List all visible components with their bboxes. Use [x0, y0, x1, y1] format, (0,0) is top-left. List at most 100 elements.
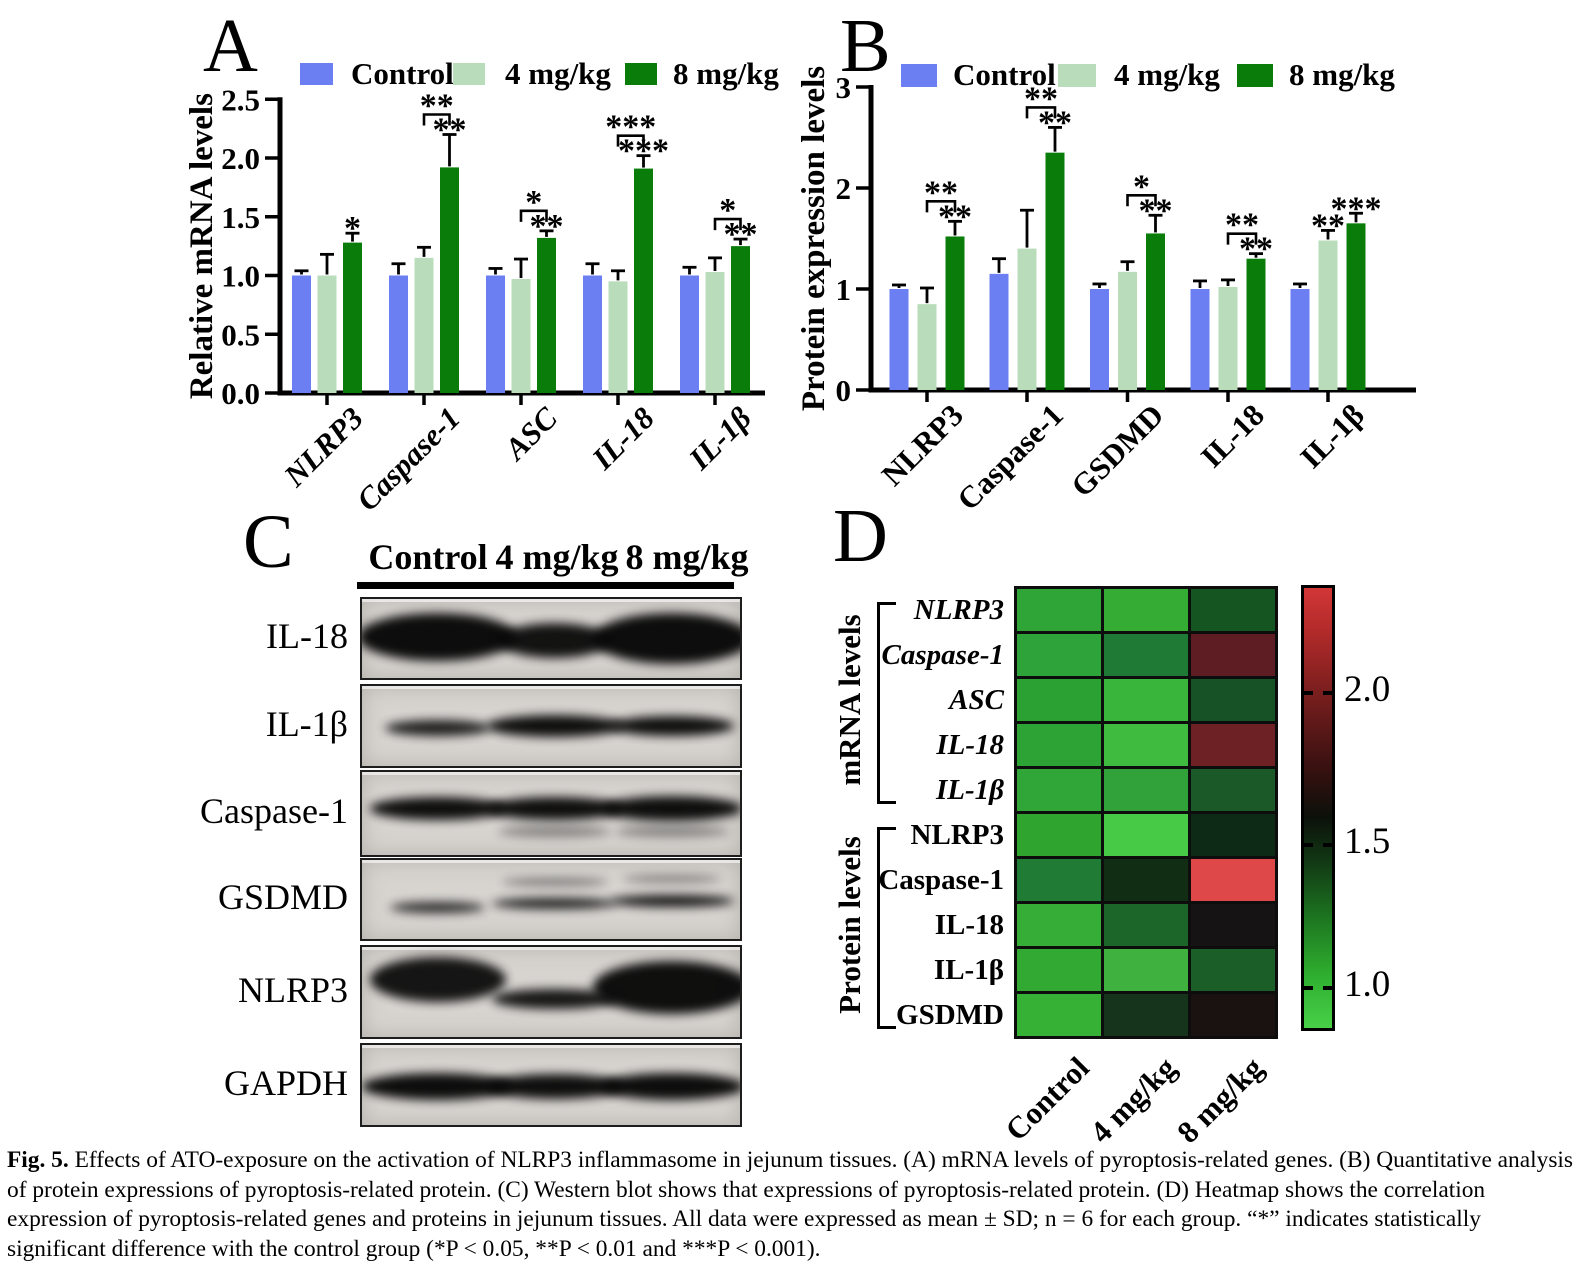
- heatmap-cell-r8-c1: [1104, 949, 1188, 991]
- blot-strip-Caspase-1: [360, 770, 742, 857]
- bar-4 mg/kg: [317, 275, 337, 393]
- y-tick-label: 3: [836, 70, 852, 105]
- x-category-label: IL-1β: [681, 400, 758, 477]
- heatmap-cell-r4-c0: [1017, 769, 1101, 811]
- caption-figure-number: Fig. 5.: [7, 1147, 69, 1173]
- blot-band: [369, 797, 506, 820]
- bar-8 mg/kg: [731, 246, 750, 393]
- bar-4 mg/kg: [917, 304, 937, 390]
- heatmap-cell-r4-c2: [1191, 769, 1275, 811]
- blot-band: [622, 875, 722, 883]
- blot-band: [384, 719, 491, 736]
- bar-8 mg/kg: [634, 168, 653, 393]
- bar-4 mg/kg: [511, 279, 531, 393]
- bar-8 mg/kg: [945, 236, 965, 390]
- mrna-group-bracket: [877, 602, 896, 804]
- protein-levels-group-label: Protein levels: [832, 836, 867, 1014]
- blot-band: [492, 989, 618, 1010]
- bar-Control: [889, 289, 909, 390]
- significance-bracket: [616, 134, 645, 147]
- x-category-label: ASC: [496, 400, 564, 468]
- significance-marker: **: [420, 88, 454, 125]
- heatmap-cell-r3-c0: [1017, 724, 1101, 766]
- wb-col-header-4mgkg: 4 mg/kg: [495, 537, 619, 577]
- bar-Control: [680, 275, 699, 393]
- legend-swatch-8mgkg: [625, 63, 657, 85]
- bar-Control: [1290, 289, 1310, 390]
- blot-band: [390, 901, 485, 913]
- heatmap-cell-r4-c1: [1104, 769, 1188, 811]
- x-category-label: IL-18: [584, 400, 661, 477]
- colorbar-tick-1-5: 1.5: [1344, 821, 1391, 862]
- wb-row-label-gsdmd: GSDMD: [217, 877, 348, 917]
- heatmap-cell-r9-c2: [1191, 994, 1275, 1036]
- blot-band: [486, 715, 623, 737]
- heatmap-cell-r0-c2: [1191, 589, 1275, 631]
- bar-4 mg/kg: [1017, 248, 1037, 390]
- colorbar-tick-dash: [1323, 691, 1332, 695]
- bar-8 mg/kg: [1146, 233, 1165, 390]
- significance-bracket: [519, 209, 548, 222]
- heatmap-cell-r6-c1: [1104, 859, 1188, 901]
- bar-8 mg/kg: [343, 242, 362, 393]
- colorbar-tick-dash: [1304, 691, 1313, 695]
- x-category-label: GSDMD: [1064, 397, 1170, 503]
- hm-row-il18-protein: IL-18: [934, 909, 1004, 941]
- y-tick-label: 0.5: [221, 317, 260, 352]
- bar-4 mg/kg: [1318, 240, 1338, 390]
- blot-strip-NLRP3: [360, 945, 742, 1039]
- blot-band: [369, 956, 506, 1002]
- bar-Control: [583, 275, 602, 393]
- heatmap-cell-r7-c1: [1104, 904, 1188, 946]
- blot-band: [602, 796, 740, 821]
- heatmap-cell-r9-c0: [1017, 994, 1101, 1036]
- wb-row-label-nlrp3: NLRP3: [237, 970, 348, 1010]
- heatmap-cell-r3-c2: [1191, 724, 1275, 766]
- blot-band: [609, 716, 735, 736]
- heatmap-cell-r8-c2: [1191, 949, 1275, 991]
- bar-8 mg/kg: [1346, 223, 1366, 390]
- blot-band: [492, 897, 618, 909]
- y-tick-label: 0: [836, 373, 852, 408]
- significance-marker: *: [344, 210, 361, 247]
- caption-text: Effects of ATO-exposure on the activatio…: [7, 1147, 1574, 1263]
- y-tick-label: 1: [836, 272, 852, 307]
- colorbar-tick-1-0: 1.0: [1344, 964, 1391, 1005]
- y-tick-label: 1.0: [221, 259, 260, 294]
- heatmap-cell-r9-c1: [1104, 994, 1188, 1036]
- x-category-label: Caspase-1: [350, 400, 467, 517]
- significance-marker: *: [719, 192, 736, 229]
- significance-bracket: [1126, 193, 1157, 207]
- heatmap-cell-r0-c1: [1104, 589, 1188, 631]
- significance-bracket: [1226, 232, 1258, 245]
- blot-band: [592, 613, 740, 664]
- heatmap-colorbar: [1301, 585, 1335, 1031]
- figure-caption: Fig. 5. Effects of ATO-exposure on the a…: [7, 1146, 1585, 1265]
- heatmap-cell-r1-c1: [1104, 634, 1188, 676]
- bar-8 mg/kg: [1045, 152, 1065, 390]
- panel-d-label: D: [833, 494, 888, 578]
- significance-marker: *: [525, 184, 542, 221]
- y-tick-label: 2.0: [221, 141, 260, 176]
- significance-bracket: [422, 113, 451, 126]
- panel-c-label: C: [243, 500, 294, 584]
- hm-row-asc-mrna: ASC: [949, 684, 1004, 716]
- significance-bracket: [925, 200, 957, 213]
- panel-a-label: A: [203, 4, 258, 88]
- wb-header-rule: [357, 582, 734, 589]
- bar-Control: [1190, 289, 1210, 390]
- legend-swatch-4mgkg: [453, 63, 485, 85]
- blot-strip-GAPDH: [360, 1043, 742, 1127]
- y-tick-label: 0.0: [221, 376, 260, 411]
- bar-8 mg/kg: [537, 237, 556, 393]
- bar-8 mg/kg: [440, 167, 459, 393]
- blot-band: [486, 797, 623, 820]
- significance-marker: **: [1311, 207, 1345, 244]
- significance-marker: *: [1133, 168, 1150, 205]
- heatmap-cell-r2-c1: [1104, 679, 1188, 721]
- significance-marker: **: [1024, 80, 1058, 117]
- heatmap-cell-r7-c2: [1191, 904, 1275, 946]
- heatmap-grid: [1014, 586, 1278, 1039]
